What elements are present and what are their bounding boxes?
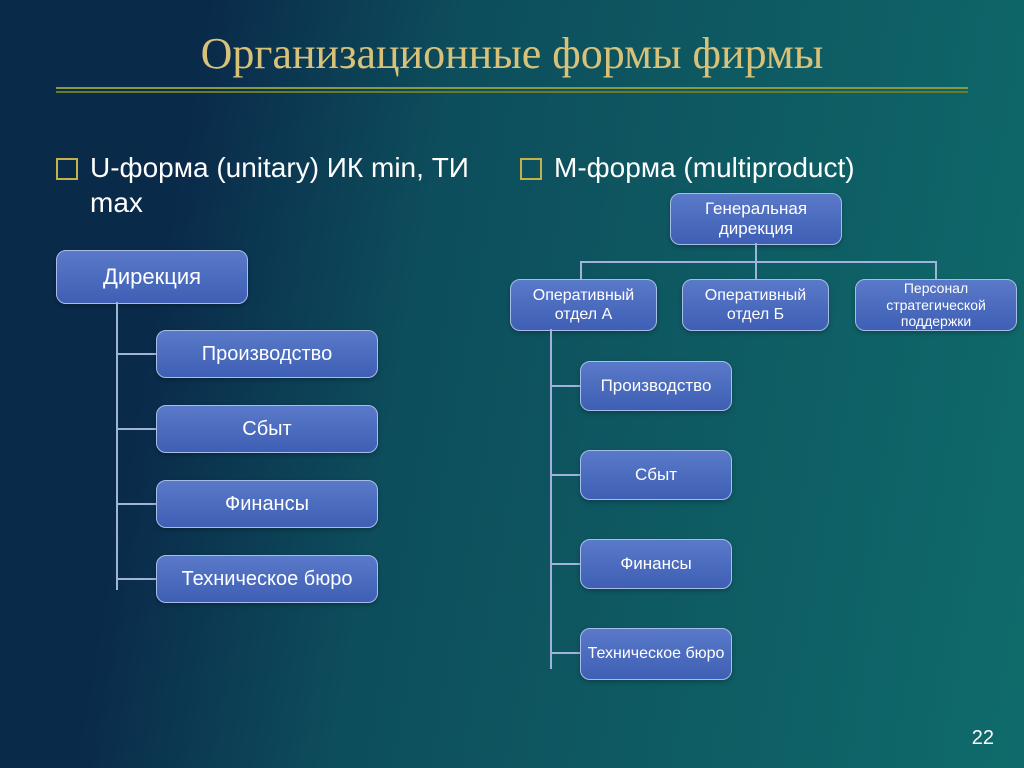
left-column: U-форма (unitary) ИК min, ТИ max Дирекци… bbox=[56, 150, 496, 710]
title-rule bbox=[56, 87, 968, 93]
m-gc-0: Производство bbox=[580, 361, 732, 411]
u-child-3: Техническое бюро bbox=[156, 555, 378, 603]
bullet-square-icon bbox=[56, 158, 78, 180]
u-root-node: Дирекция bbox=[56, 250, 248, 304]
m-form-chart: Генеральная дирекция Оперативный отдел A… bbox=[520, 193, 1000, 753]
u-child-2: Финансы bbox=[156, 480, 378, 528]
m-form-bullet: M-форма (multiproduct) bbox=[520, 150, 1000, 185]
u-form-label: U-форма (unitary) ИК min, ТИ max bbox=[90, 150, 496, 220]
m-gc-3: Техническое бюро bbox=[580, 628, 732, 680]
m-child-2: Персонал стратегической поддержки bbox=[855, 279, 1017, 331]
m-root-node: Генеральная дирекция bbox=[670, 193, 842, 245]
page-number: 22 bbox=[972, 727, 994, 750]
m-gc-1: Сбыт bbox=[580, 450, 732, 500]
bullet-square-icon bbox=[520, 158, 542, 180]
right-column: M-форма (multiproduct) Генеральная дирек… bbox=[520, 150, 1000, 753]
u-child-1: Сбыт bbox=[156, 405, 378, 453]
m-gc-2: Финансы bbox=[580, 539, 732, 589]
m-child-0: Оперативный отдел A bbox=[510, 279, 657, 331]
m-child-1: Оперативный отдел Б bbox=[682, 279, 829, 331]
u-form-chart: Дирекция Производство Сбыт Финансы Техни… bbox=[56, 250, 496, 710]
slide: Организационные формы фирмы U-форма (uni… bbox=[0, 0, 1024, 768]
u-child-0: Производство bbox=[156, 330, 378, 378]
slide-title: Организационные формы фирмы bbox=[0, 0, 1024, 87]
u-form-bullet: U-форма (unitary) ИК min, ТИ max bbox=[56, 150, 496, 220]
m-form-label: M-форма (multiproduct) bbox=[554, 150, 855, 185]
